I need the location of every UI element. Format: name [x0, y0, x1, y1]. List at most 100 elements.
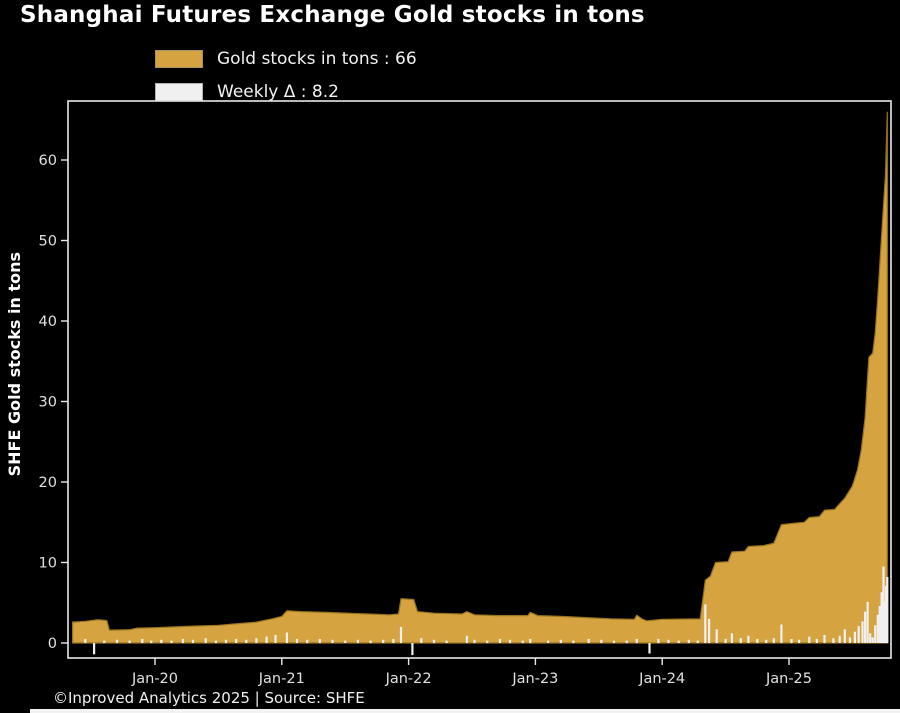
weekly-delta-bar [115, 639, 119, 643]
footer-credit: ©Inproved Analytics 2025 | Source: SHFE [53, 689, 365, 707]
weekly-delta-bar [704, 604, 707, 643]
weekly-delta-bar [823, 635, 826, 643]
weekly-delta-bar [765, 639, 768, 643]
weekly-delta-bar [838, 635, 841, 643]
weekly-delta-bar [724, 639, 727, 643]
weekly-delta-bar [521, 640, 524, 643]
weekly-delta-bar [864, 611, 867, 643]
weekly-delta-bar [612, 640, 616, 643]
x-tick-label: Jan-24 [638, 671, 685, 687]
legend-swatch-delta-icon [155, 82, 203, 101]
weekly-delta-bar [399, 626, 403, 643]
weekly-delta-bar [392, 639, 395, 643]
weekly-delta-bar [861, 621, 864, 643]
weekly-delta-bar [369, 640, 372, 643]
weekly-delta-bar [255, 638, 258, 643]
weekly-delta-bar [245, 639, 248, 643]
weekly-delta-bar [529, 639, 532, 643]
weekly-delta-bar [411, 643, 414, 656]
weekly-delta-bar [635, 639, 638, 643]
y-tick-label: 30 [39, 395, 57, 411]
weekly-delta-bar [853, 631, 856, 643]
weekly-delta-bar [857, 626, 860, 643]
weekly-delta-bar [600, 639, 603, 643]
weekly-delta-bar [587, 639, 590, 643]
weekly-delta-bar [667, 639, 670, 643]
weekly-delta-bar [687, 639, 690, 643]
weekly-delta-bar [547, 640, 550, 643]
gold-area [71, 111, 888, 644]
weekly-delta-bar [843, 629, 846, 643]
weekly-delta-bar [790, 639, 793, 643]
weekly-delta-bar [331, 639, 334, 643]
bottom-border-strip [30, 709, 900, 713]
weekly-delta-bar [191, 639, 195, 643]
weekly-delta-bar [832, 638, 835, 643]
weekly-delta-bar [141, 639, 144, 643]
weekly-delta-bar [883, 601, 886, 643]
weekly-delta-bar [780, 624, 783, 643]
weekly-delta-bar [445, 640, 448, 643]
weekly-delta-bar [756, 639, 759, 643]
weekly-delta-bar [344, 640, 347, 643]
weekly-delta-bar [798, 639, 801, 643]
x-tick-label: Jan-21 [258, 671, 305, 687]
weekly-delta-bar [648, 643, 651, 654]
weekly-delta-bar [486, 640, 489, 643]
weekly-delta-bar [815, 639, 818, 643]
weekly-delta-bar [465, 635, 468, 643]
weekly-delta-bar [285, 632, 288, 643]
weekly-delta-bar [708, 618, 711, 643]
weekly-delta-bar [878, 606, 881, 643]
weekly-delta-bar [306, 639, 309, 643]
weekly-delta-bar [214, 640, 217, 643]
y-tick-label: 40 [39, 314, 57, 330]
weekly-delta-bar [93, 643, 96, 655]
weekly-delta-bar [772, 638, 775, 643]
weekly-delta-bar [318, 639, 321, 643]
legend-item-delta: Weekly Δ : 8.2 [155, 75, 417, 108]
weekly-delta-bar [884, 585, 888, 643]
weekly-delta-bar [886, 577, 889, 643]
weekly-delta-bar [657, 639, 660, 643]
legend-label-delta: Weekly Δ : 8.2 [217, 81, 339, 102]
weekly-delta-bar [572, 640, 575, 643]
weekly-delta-bar [747, 635, 750, 643]
x-tick-label: Jan-25 [765, 671, 812, 687]
weekly-delta-bar [882, 566, 885, 643]
weekly-delta-bar [715, 629, 718, 643]
weekly-delta-bar [880, 592, 883, 643]
weekly-delta-bar [625, 640, 628, 643]
weekly-delta-bar [498, 639, 501, 643]
y-tick-label: 20 [39, 475, 57, 491]
y-tick-label: 50 [39, 234, 57, 250]
weekly-delta-bar [730, 633, 733, 643]
legend-label-gold: Gold stocks in tons : 66 [217, 48, 417, 69]
y-tick-label: 0 [48, 636, 57, 652]
weekly-delta-bar [508, 639, 512, 643]
y-tick-label: 60 [39, 153, 57, 169]
chart-title: Shanghai Futures Exchange Gold stocks in… [20, 2, 645, 28]
weekly-delta-bar [696, 640, 699, 643]
weekly-delta-bar [677, 640, 680, 643]
weekly-delta-bar [432, 639, 436, 643]
weekly-delta-bar [84, 639, 87, 643]
x-tick-label: Jan-20 [131, 671, 178, 687]
plot-border [67, 100, 892, 659]
weekly-delta-bar [150, 640, 153, 643]
weekly-delta-bar [866, 601, 869, 643]
weekly-delta-bar [103, 640, 106, 643]
y-tick-label: 10 [39, 556, 57, 572]
weekly-delta-bar [265, 636, 268, 643]
weekly-delta-bar [382, 639, 385, 643]
weekly-delta-bar [420, 638, 423, 643]
weekly-delta-bar [874, 625, 877, 643]
weekly-delta-bar [356, 639, 359, 643]
weekly-delta-bar [808, 636, 811, 643]
weekly-delta-bar [876, 614, 879, 643]
weekly-delta-bar [235, 639, 238, 643]
legend-swatch-gold-icon [155, 49, 203, 68]
weekly-delta-bar [871, 637, 874, 643]
